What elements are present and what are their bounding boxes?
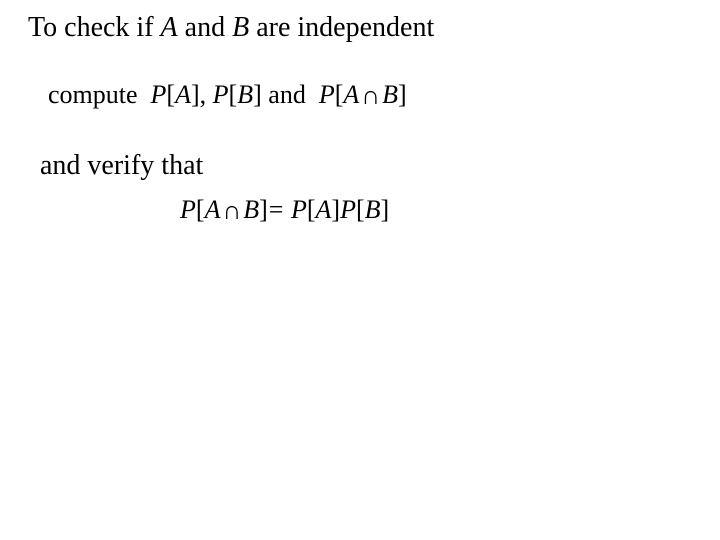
- compute-line: compute P[A], P[B] and P[A∩B]: [48, 80, 407, 110]
- heading-line: To check if A and B are independent: [28, 12, 434, 44]
- var-a: A: [161, 12, 178, 43]
- p-symbol-3: P: [319, 80, 335, 109]
- eq-lb-r2: [: [356, 195, 365, 224]
- verify-line: and verify that: [40, 150, 203, 182]
- eq-rb-left: ]: [259, 195, 268, 224]
- eq-p-left: P: [180, 195, 196, 224]
- rbracket-3: ]: [398, 80, 407, 109]
- arg-b-1: B: [237, 80, 253, 109]
- eq-a-left: A: [205, 195, 221, 224]
- compute-word: compute: [48, 80, 144, 109]
- eq-arg-r2: B: [365, 195, 381, 224]
- lbracket-2: [: [229, 80, 238, 109]
- comma: ,: [200, 80, 213, 109]
- and-word: and: [262, 80, 313, 109]
- arg-a-2: A: [343, 80, 359, 109]
- slide: To check if A and B are independent comp…: [0, 0, 720, 540]
- eq-rb-r1: ]: [331, 195, 340, 224]
- eq-p-r1: P: [291, 195, 307, 224]
- arg-a-1: A: [175, 80, 191, 109]
- text-post: are independent: [249, 12, 434, 43]
- var-b: B: [232, 12, 249, 43]
- eq-lb-left: [: [196, 195, 205, 224]
- rbracket-2: ]: [253, 80, 262, 109]
- verify-text: and verify that: [40, 150, 203, 181]
- rbracket-1: ]: [191, 80, 200, 109]
- eq-arg-r1: A: [316, 195, 332, 224]
- eq-intersection-icon: ∩: [220, 196, 243, 226]
- p-symbol-1: P: [151, 80, 167, 109]
- eq-p-r2: P: [340, 195, 356, 224]
- equals-sign: =: [268, 195, 285, 224]
- eq-rb-r2: ]: [381, 195, 390, 224]
- text-pre: To check if: [28, 12, 161, 43]
- lbracket-1: [: [166, 80, 175, 109]
- eq-lb-r1: [: [307, 195, 316, 224]
- equation-line: P[A∩B]= P[A]P[B]: [180, 195, 389, 225]
- intersection-icon: ∩: [359, 81, 382, 111]
- arg-b-2: B: [382, 80, 398, 109]
- p-symbol-2: P: [213, 80, 229, 109]
- text-mid: and: [178, 12, 232, 43]
- eq-b-left: B: [243, 195, 259, 224]
